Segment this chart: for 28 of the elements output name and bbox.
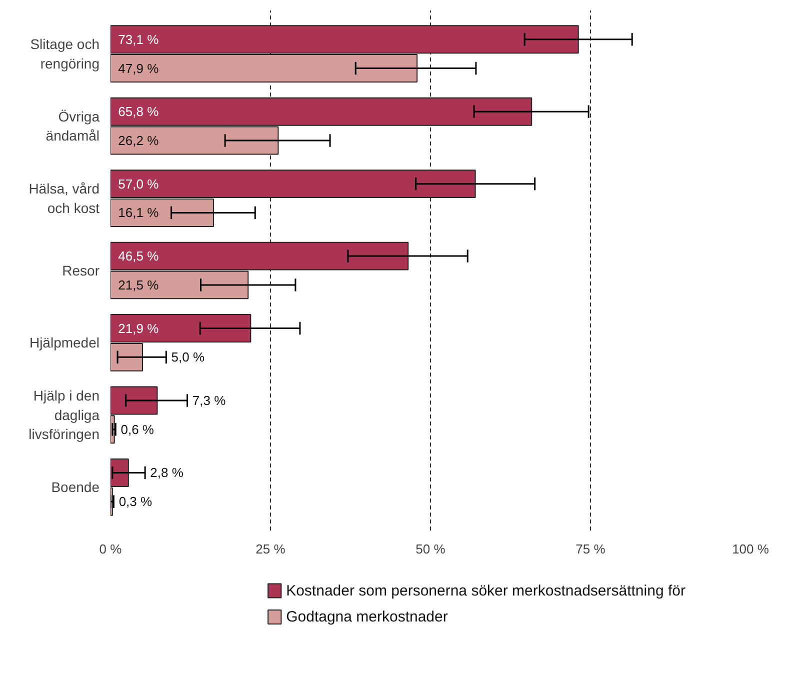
x-tick-label: 50 % [416,542,446,556]
x-tick-label: 100 % [732,542,770,556]
legend-label: Godtagna merkostnader [286,608,448,626]
data-label: 16,1 % [118,205,160,220]
data-label: 57,0 % [118,176,160,192]
y-tick-label: Hjälpmedel [29,334,100,351]
y-tick-label: Slitage och rengöring [30,36,100,72]
y-tick-label: Övriga ändamål [46,108,100,144]
data-label: 21,9 % [118,320,160,336]
x-tick-label: 25 % [256,542,286,556]
legend-label: Kostnader som personerna söker merkostnadsersättning för [286,582,686,600]
data-label: 65,8 % [118,104,160,120]
data-label: 0,6 % [120,422,154,437]
data-label: 5,0 % [171,350,205,365]
y-tick-label: Hjälp i den dagliga livsföringen [28,388,100,442]
data-label: 47,9 % [118,60,160,76]
y-tick-label: Hälsa, vård och kost [28,180,100,216]
x-tick-label: 0 % [99,542,122,556]
data-label: 2,8 % [150,465,184,480]
data-label: 26,2 % [118,133,160,148]
data-label: 73,1 % [118,32,160,47]
x-tick-label: 75 % [576,542,606,556]
data-label: 21,5 % [118,277,160,292]
data-label: 7,3 % [192,393,226,408]
data-label: 46,5 % [118,248,160,264]
y-tick-label: Resor [62,262,100,278]
data-label: 0,3 % [118,494,153,510]
y-tick-label: Boende [51,479,100,496]
